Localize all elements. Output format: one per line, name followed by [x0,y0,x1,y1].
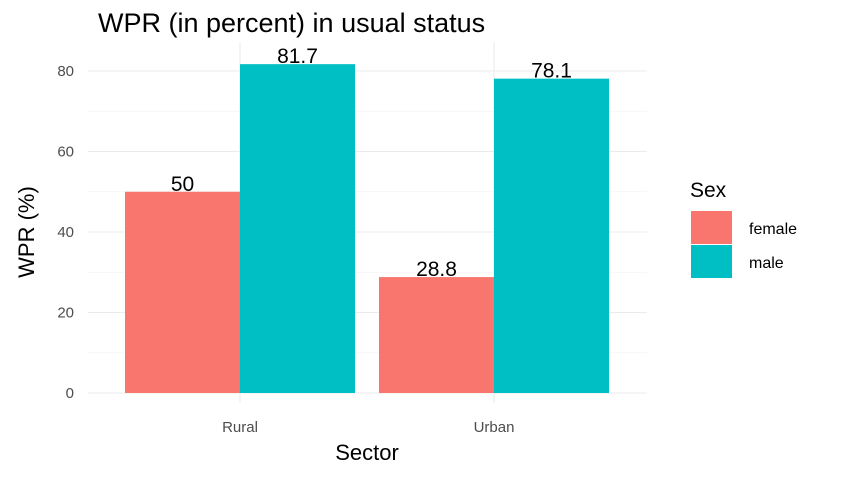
y-tick-label: 0 [66,385,74,402]
x-tick-label-rural: Rural [222,419,258,436]
legend-swatch-male [691,245,732,278]
data-label-male-urban: 78.1 [531,60,572,83]
legend-label-male: male [749,255,784,272]
bar-female-urban [379,277,494,393]
legend-swatch-female [691,211,732,244]
y-axis-title: WPR (%) [14,186,39,278]
legend-items: female male [691,211,797,278]
bar-female-rural [125,191,240,393]
data-label-male-rural: 81.7 [277,45,318,68]
x-axis-title: Sector [335,440,399,465]
y-tick-label: 40 [57,224,74,241]
bar-male-urban [494,78,609,394]
x-tick-label-urban: Urban [474,419,515,436]
data-labels: 50 81.7 28.8 78.1 [171,45,572,281]
chart-title: WPR (in percent) in usual status [98,8,485,38]
y-tick-label: 20 [57,305,74,322]
bars [125,64,609,394]
legend-title: Sex [690,179,727,202]
x-axis-ticks: Rural Urban [222,419,514,436]
bar-male-rural [240,64,355,393]
legend-label-female: female [749,221,797,238]
legend: Sex female male [690,179,797,278]
data-label-female-rural: 50 [171,173,194,196]
y-axis-ticks: 0 20 40 60 80 [57,63,74,402]
data-label-female-urban: 28.8 [416,258,457,281]
y-tick-label: 60 [57,144,74,161]
y-tick-label: 80 [57,63,74,80]
